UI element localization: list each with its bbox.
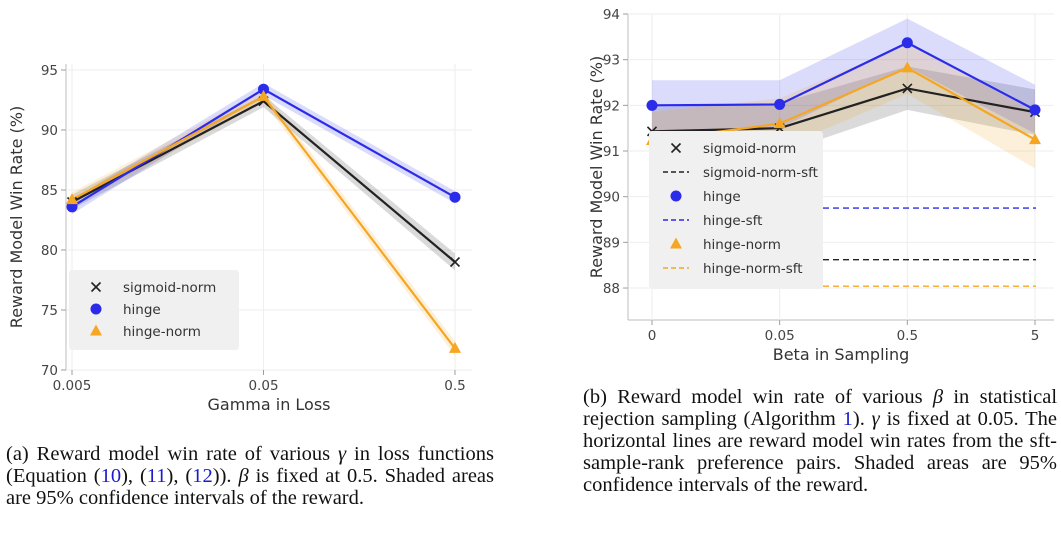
caption-text: in statistical rejection sampling (Algor… [583, 386, 1058, 430]
x-tick-label: 0.5 [444, 378, 465, 394]
data-point-hinge-norm [901, 61, 914, 73]
legend-box [69, 270, 239, 350]
data-point-hinge [646, 99, 658, 111]
caption-text: is fixed at 0.5. Shaded areas are 95% co… [6, 465, 494, 509]
legend-symbol-hinge [670, 190, 682, 202]
y-tick-label: 75 [41, 303, 58, 319]
legend-label-hinge-norm-sft: hinge-norm-sft [703, 261, 803, 277]
y-tick-label: 85 [41, 183, 58, 199]
x-tick-label: 0.5 [897, 328, 918, 344]
legend-label-hinge: hinge [123, 302, 161, 318]
greek-symbol: β [932, 386, 944, 408]
equation-reference-link[interactable]: 12 [192, 465, 213, 487]
data-point-hinge-norm [257, 89, 270, 101]
legend-label-hinge-sft: hinge-sft [703, 213, 762, 229]
legend: sigmoid-norm sigmoid-norm-sft hinge hinge-s… [649, 131, 823, 289]
series-line-hinge [651, 41, 1036, 111]
y-tick-label: 93 [603, 53, 620, 69]
caption-text: in loss functions (Equation ( [6, 443, 494, 487]
x-tick-label: 0.05 [765, 328, 795, 344]
data-point-hinge-norm [449, 341, 461, 353]
data-point-sigmoid-norm [902, 83, 913, 94]
caption-text: is fixed at 0.05. The horizontal lines a… [583, 408, 1058, 496]
data-point-hinge-norm [773, 117, 786, 129]
equation-reference-link[interactable]: 1 [842, 408, 853, 430]
data-point-hinge-norm [66, 193, 78, 205]
x-tick-label: 0 [648, 328, 657, 344]
y-axis-label: Reward Model Win Rate (%) [7, 106, 26, 328]
x-axis-label: Beta in Sampling [773, 345, 910, 364]
data-point-hinge [774, 98, 786, 110]
legend-label-hinge-norm: hinge-norm [123, 324, 201, 340]
caption-a: (a) Reward model win rate of various γ i… [6, 443, 494, 509]
caption-text: ), ( [121, 465, 147, 487]
caption-text: )). [212, 465, 239, 487]
y-tick-label: 90 [603, 190, 620, 206]
series-line-sigmoid-norm [651, 87, 1036, 133]
y-tick-label: 90 [41, 123, 58, 139]
legend-symbol-sigmoid-norm [670, 142, 682, 154]
marker-x-stroke [670, 142, 682, 154]
y-tick-label: 70 [41, 363, 58, 379]
y-tick-label: 88 [603, 281, 620, 297]
legend-label-hinge-norm: hinge-norm [703, 237, 781, 253]
confidence-band-hinge [72, 83, 455, 214]
caption-b: (b) Reward model win rate of various β i… [583, 386, 1057, 496]
data-point-sigmoid-norm [449, 256, 461, 268]
legend-symbol-hinge-norm [90, 324, 102, 336]
data-point-hinge [901, 37, 913, 49]
data-point-hinge [449, 191, 461, 203]
caption-label: (b) [583, 386, 618, 408]
legend-box [649, 131, 823, 289]
data-point-hinge [1029, 104, 1041, 116]
x-axis-label: Gamma in Loss [207, 395, 330, 414]
x-tick-label: 5 [1031, 328, 1040, 344]
equation-reference-link[interactable]: 11 [146, 465, 167, 487]
x-tick-label: 0.005 [53, 378, 92, 394]
legend-symbol-hinge [90, 303, 102, 315]
y-tick-label: 80 [41, 243, 58, 259]
marker-x-stroke [90, 281, 102, 293]
legend-label-sigmoid-norm: sigmoid-norm [703, 141, 796, 157]
legend-label-hinge: hinge [703, 189, 741, 205]
marker-x-stroke [449, 256, 461, 268]
y-tick-label: 94 [603, 7, 620, 23]
equation-reference-link[interactable]: 10 [100, 465, 122, 487]
marker-x-stroke [902, 83, 913, 94]
y-tick-label: 89 [603, 235, 620, 251]
data-point-hinge-norm [1029, 133, 1041, 145]
legend-label-sigmoid-norm: sigmoid-norm [123, 280, 216, 296]
caption-text: Reward model win rate of various [36, 443, 339, 465]
y-tick-label: 95 [41, 63, 58, 79]
legend: sigmoid-norm hinge hinge-norm [69, 270, 239, 350]
legend-symbol-sigmoid-norm [90, 281, 102, 293]
y-tick-label: 91 [603, 144, 620, 160]
x-tick-label: 0.05 [248, 378, 278, 394]
legend-symbol-hinge-norm [670, 237, 682, 249]
greek-symbol: γ [338, 443, 347, 465]
greek-symbol: β [238, 465, 249, 487]
caption-text: Reward model win rate of various [617, 386, 933, 408]
data-point-hinge [258, 83, 269, 95]
caption-text: ), ( [166, 465, 193, 487]
caption-text: ). [852, 408, 872, 430]
legend-label-sigmoid-norm-sft: sigmoid-norm-sft [703, 165, 818, 181]
y-tick-label: 92 [603, 98, 620, 114]
caption-label: (a) [6, 443, 37, 465]
y-axis-label: Reward Model Win Rate (%) [587, 56, 606, 278]
greek-symbol: γ [871, 408, 880, 430]
